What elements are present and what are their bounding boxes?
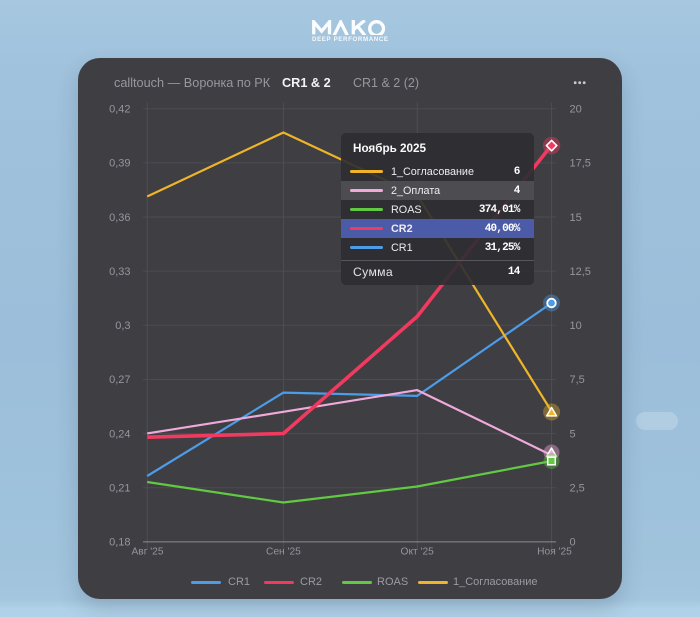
svg-text:0,18: 0,18 [109,537,130,549]
svg-text:20: 20 [570,104,582,116]
svg-text:5: 5 [570,428,576,440]
svg-text:0: 0 [570,537,576,549]
svg-text:0,3: 0,3 [115,320,130,332]
svg-text:Ноя '25: Ноя '25 [537,547,572,558]
svg-text:Авг '25: Авг '25 [131,547,163,558]
svg-text:Окт '25: Окт '25 [401,547,435,558]
svg-text:10: 10 [570,320,582,332]
svg-text:0,33: 0,33 [109,266,130,278]
svg-text:2,5: 2,5 [570,483,585,495]
svg-text:17,5: 17,5 [570,158,591,170]
svg-text:0,42: 0,42 [109,104,130,116]
svg-text:0,21: 0,21 [109,483,130,495]
svg-text:Сен '25: Сен '25 [266,547,301,558]
svg-text:0,24: 0,24 [109,428,130,440]
svg-text:0,36: 0,36 [109,212,130,224]
svg-text:15: 15 [570,212,582,224]
svg-text:12,5: 12,5 [570,266,591,278]
svg-text:0,27: 0,27 [109,374,130,386]
svg-text:0,39: 0,39 [109,158,130,170]
svg-text:7,5: 7,5 [570,374,585,386]
